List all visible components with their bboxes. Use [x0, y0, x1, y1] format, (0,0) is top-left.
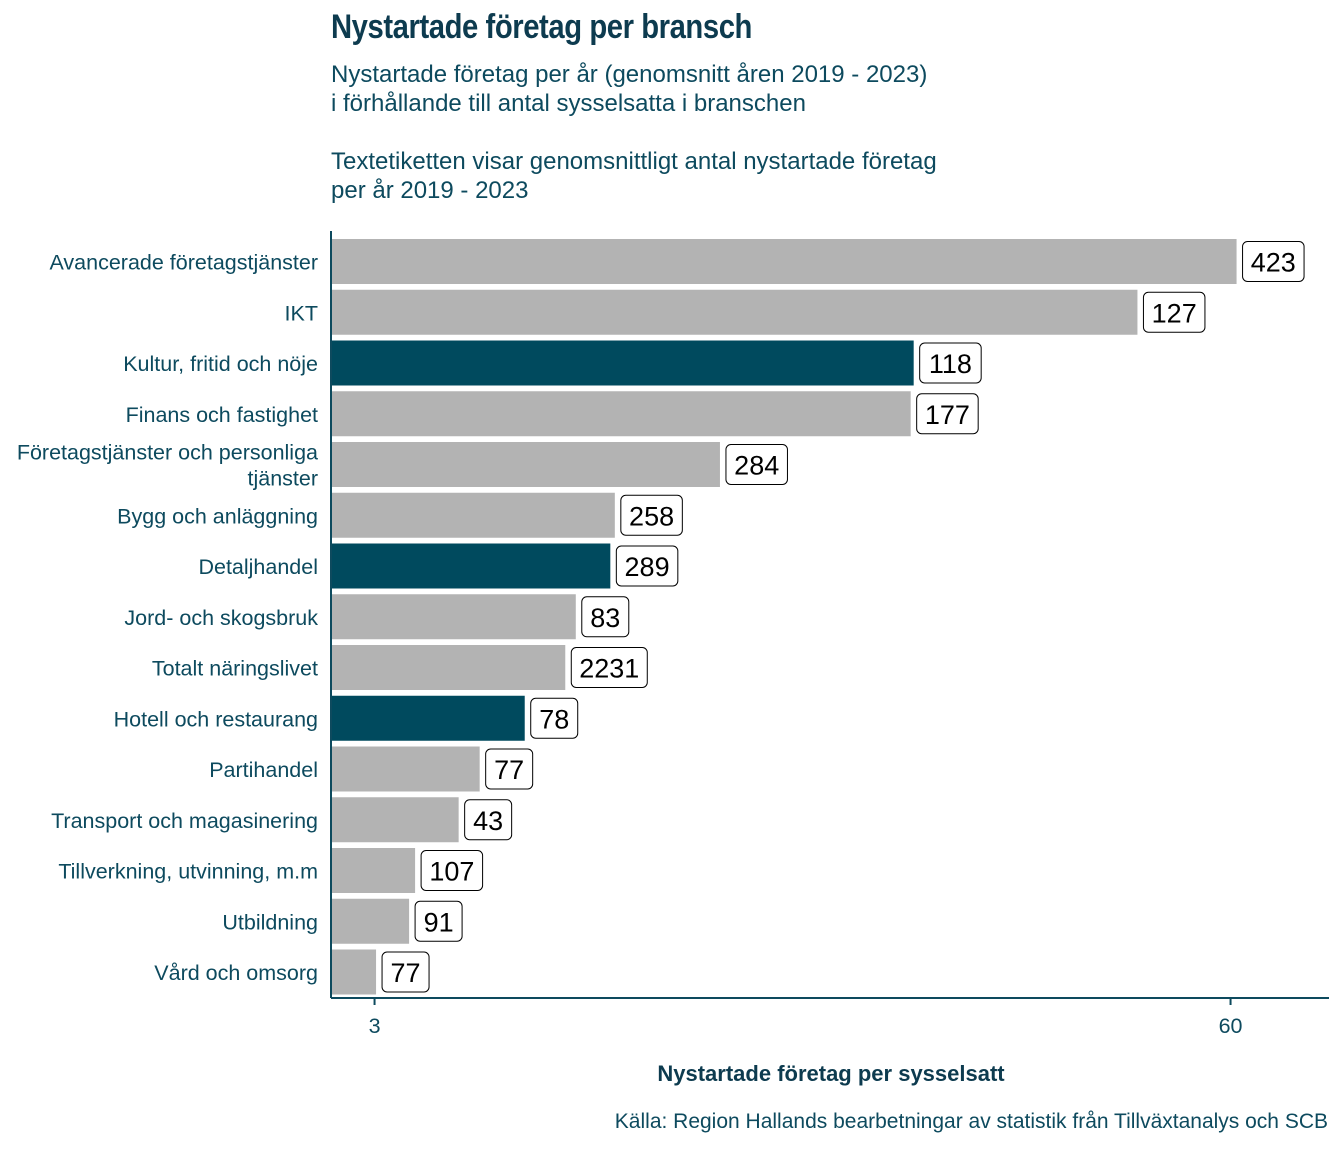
category-label: Avancerade företagstjänster	[49, 251, 318, 275]
bar	[331, 949, 377, 995]
x-tick-label: 60	[1219, 1014, 1243, 1038]
bar	[331, 442, 720, 487]
data-label: 2231	[579, 654, 639, 684]
data-label: 43	[473, 806, 503, 836]
bar	[331, 797, 459, 843]
chart-subtitle-line-1: Nystartade företag per år (genomsnitt år…	[331, 61, 928, 88]
bar	[331, 695, 525, 741]
bar	[331, 746, 480, 792]
data-label: 107	[429, 857, 474, 887]
data-label-box	[485, 748, 534, 790]
chart-subtitle-line-3: Textetiketten visar genomsnittligt antal…	[331, 148, 937, 175]
data-label-box	[381, 951, 430, 993]
bar	[331, 543, 611, 589]
bar	[331, 391, 911, 437]
data-label: 91	[424, 907, 454, 937]
x-axis-title: Nystartade företag per sysselsatt	[657, 1061, 1005, 1086]
bar	[331, 898, 410, 944]
chart-subtitle-line-2: i förhållande till antal sysselsatta i b…	[331, 90, 806, 117]
data-label-box	[530, 697, 579, 739]
data-label: 289	[625, 552, 670, 582]
data-label-box	[916, 393, 979, 435]
data-label-box	[570, 647, 648, 688]
data-label: 118	[929, 349, 972, 379]
data-label: 127	[1152, 298, 1197, 328]
category-label: Kultur, fritid och nöje	[123, 352, 318, 376]
category-label: Transport och magasinering	[51, 809, 318, 833]
data-label-box	[620, 494, 683, 536]
bar	[331, 645, 566, 690]
data-label-box	[1142, 291, 1206, 333]
data-label-box	[725, 444, 788, 485]
data-label: 83	[590, 603, 620, 633]
category-label: Hotell och restaurang	[114, 707, 318, 731]
category-label: Företagstjänster och personliga tjänster	[17, 441, 318, 491]
data-label: 77	[391, 958, 421, 988]
chart-subtitle-line-4: per år 2019 - 2023	[331, 177, 529, 204]
data-label: 258	[629, 501, 674, 531]
data-label-box	[615, 545, 679, 587]
bar	[331, 594, 576, 640]
category-label: Finans och fastighet	[126, 403, 318, 427]
data-label-box	[581, 596, 630, 638]
x-tick-label: 3	[369, 1014, 381, 1038]
bar	[331, 848, 416, 893]
bar	[331, 492, 615, 538]
category-label: Tillverkning, utvinning, m.m	[58, 860, 318, 884]
data-label-box	[1242, 241, 1305, 282]
bar	[331, 289, 1138, 335]
data-label-box	[420, 850, 484, 891]
data-label: 284	[734, 451, 779, 481]
chart-title: Nystartade företag per bransch	[331, 8, 752, 46]
category-label: Utbildning	[222, 910, 318, 934]
category-label: IKT	[285, 301, 318, 325]
data-label: 177	[925, 400, 970, 430]
source-caption: Källa: Region Hallands bearbetningar av …	[614, 1110, 1328, 1133]
category-label: Vård och omsorg	[154, 961, 318, 985]
bar	[331, 239, 1237, 284]
data-label: 423	[1251, 248, 1296, 278]
category-label: Detaljhandel	[198, 555, 318, 579]
category-label: Totalt näringslivet	[152, 657, 318, 681]
category-label: Jord- och skogsbruk	[124, 606, 318, 630]
data-label: 77	[494, 755, 524, 785]
category-label: Partihandel	[209, 758, 318, 782]
data-label-box	[464, 799, 513, 841]
bar	[331, 340, 914, 386]
data-label-box	[919, 342, 982, 384]
data-label-box	[414, 900, 463, 942]
data-label: 78	[539, 704, 569, 734]
category-label: Bygg och anläggning	[117, 504, 318, 528]
